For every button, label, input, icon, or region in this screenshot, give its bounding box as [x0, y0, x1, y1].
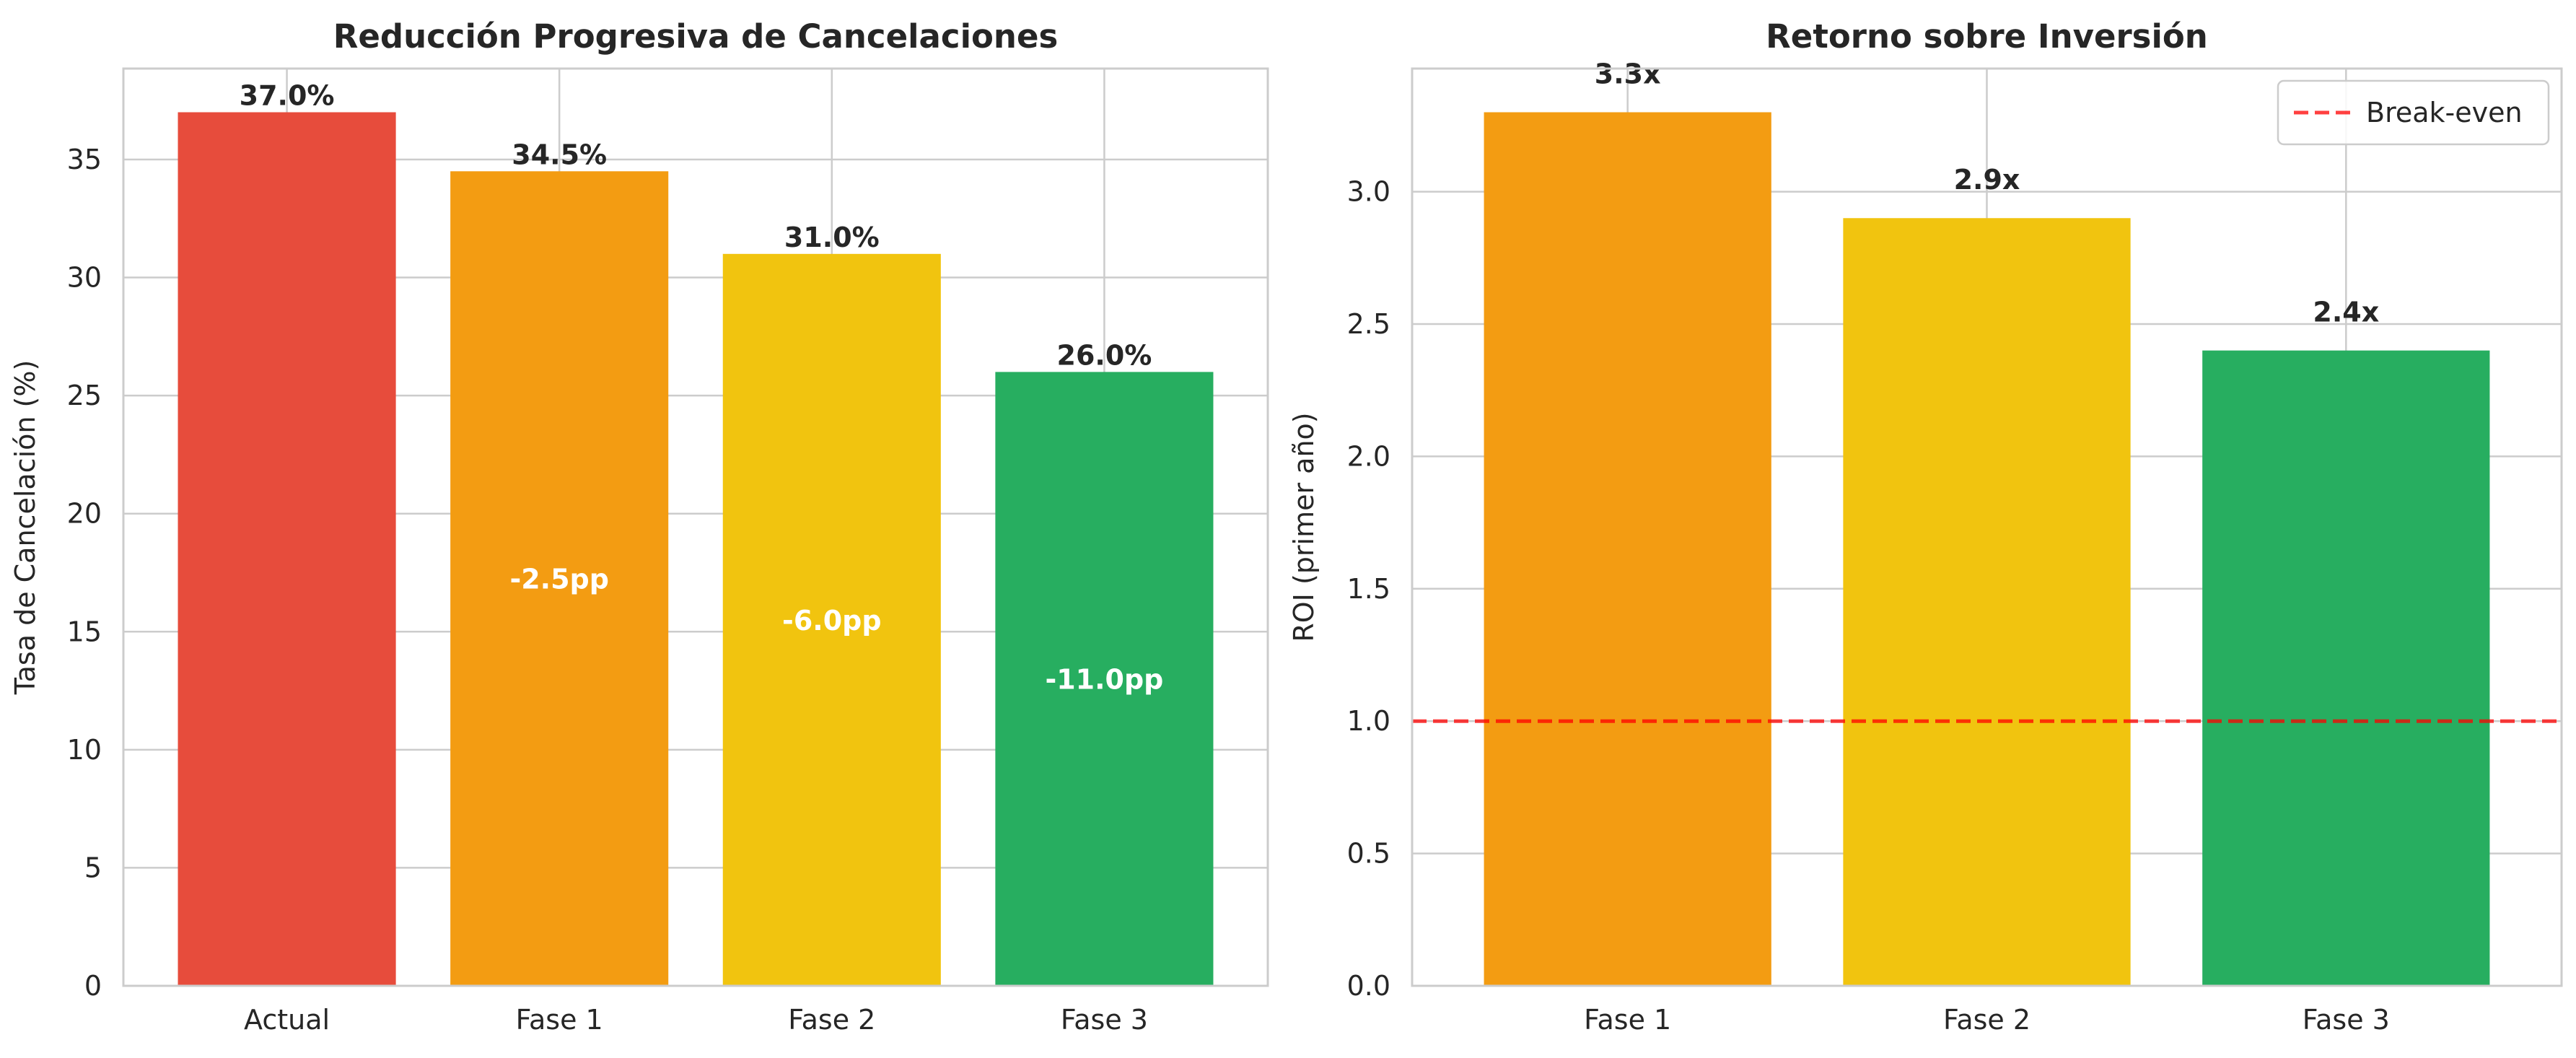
bar-value-label: 3.3x [1595, 58, 1661, 90]
bar-fase-3 [995, 372, 1214, 986]
legend-label: Break-even [2366, 97, 2523, 128]
legend: Break-even [2277, 79, 2550, 146]
y-tick-label: 35 [67, 144, 102, 175]
y-tick-label: 0.5 [1347, 838, 1390, 870]
bar-fase-1 [450, 171, 669, 986]
y-tick-label: 15 [67, 616, 102, 647]
y-tick-label: 30 [67, 262, 102, 294]
bar-value-label: 2.9x [1954, 164, 2020, 196]
bar-actual [178, 112, 396, 986]
plot-frame [1411, 67, 2563, 987]
y-axis-label: Tasa de Cancelación (%) [9, 360, 41, 696]
y-tick-label: 20 [67, 498, 102, 530]
y-tick-label: 10 [67, 734, 102, 766]
chart-title: Reducción Progresiva de Cancelaciones [333, 17, 1059, 56]
bar-fase-2 [722, 253, 941, 986]
legend-box [2277, 79, 2550, 146]
x-tick-label: Fase 3 [2303, 1004, 2390, 1036]
y-axis-label: ROI (primer año) [1288, 412, 1320, 642]
bar-change-label: -2.5pp [509, 564, 609, 595]
x-tick-label: Fase 1 [516, 1004, 603, 1036]
bar-fase-2 [1843, 218, 2131, 987]
bar-value-label: 2.4x [2313, 297, 2379, 328]
y-tick-label: 2.0 [1347, 440, 1390, 472]
bar-value-label: 31.0% [784, 222, 880, 253]
bar-fase-3 [2202, 350, 2490, 986]
bar-change-label: -11.0pp [1045, 664, 1163, 696]
bar-change-label: -6.0pp [782, 605, 882, 637]
x-tick-label: Fase 1 [1584, 1004, 1671, 1036]
y-tick-label: 0.0 [1347, 970, 1390, 1002]
y-tick-label: 1.5 [1347, 573, 1390, 605]
y-tick-label: 2.5 [1347, 308, 1390, 340]
y-tick-label: 1.0 [1347, 705, 1390, 737]
y-tick-label: 25 [67, 380, 102, 411]
x-tick-label: Actual [244, 1004, 330, 1036]
plot-frame [122, 67, 1269, 987]
bar-value-label: 34.5% [512, 139, 607, 170]
y-tick-label: 5 [84, 852, 102, 883]
x-tick-label: Fase 2 [1943, 1004, 2030, 1036]
x-tick-label: Fase 3 [1061, 1004, 1148, 1036]
y-tick-label: 0 [84, 970, 102, 1002]
chart-panel-2: 3.3x 2.9x 2.4x 0.0 0.5 1.0 1.5 2.0 2.5 3.0 Fase 1 F… [1288, 17, 2563, 1036]
x-tick-label: Fase 2 [788, 1004, 875, 1036]
bar-value-label: 26.0% [1057, 339, 1152, 371]
chart-panel-1: 37.0% 34.5% 31.0% 26.0% -2.5pp -6.0pp -11.0pp 0… [9, 17, 1269, 1036]
bar-value-label: 37.0% [240, 80, 335, 112]
chart-title: Retorno sobre Inversión [1766, 17, 2208, 56]
bar-fase-1 [1484, 112, 1771, 986]
y-tick-label: 3.0 [1347, 176, 1390, 208]
